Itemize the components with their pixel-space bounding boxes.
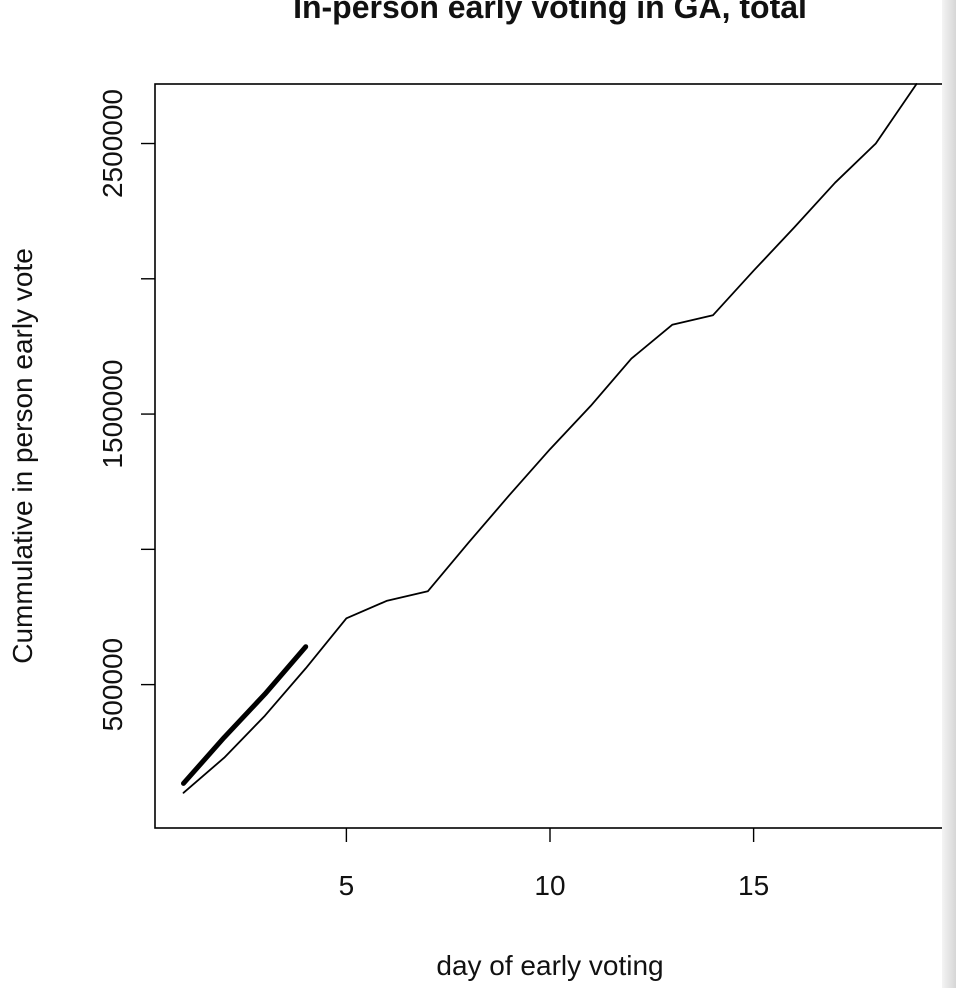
series-line-thin xyxy=(182,83,918,794)
y-tick-label-500000: 500000 xyxy=(97,638,128,731)
chart-title: In-person early voting in GA, total xyxy=(293,0,807,25)
x-tick-label-5: 5 xyxy=(339,870,355,901)
y-tick-label-2500000: 2500000 xyxy=(97,89,128,198)
x-tick-label-10: 10 xyxy=(534,870,565,901)
window-edge-shadow xyxy=(942,0,956,988)
plot-frame xyxy=(154,83,946,829)
y-axis: 500000 1500000 2500000 xyxy=(97,89,155,731)
y-axis-label: Cummulative in person early vote xyxy=(7,248,38,664)
series-line-thick xyxy=(181,644,309,786)
y-tick-label-1500000: 1500000 xyxy=(97,360,128,469)
x-tick-label-15: 15 xyxy=(738,870,769,901)
series-layer xyxy=(181,83,918,794)
x-axis: 5 10 15 xyxy=(339,828,769,901)
x-axis-label: day of early voting xyxy=(436,950,663,981)
